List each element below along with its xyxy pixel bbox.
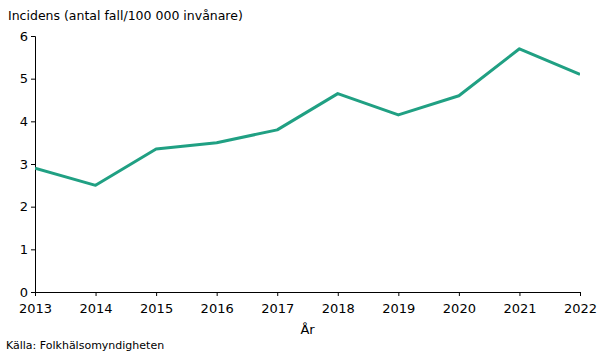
x-tick-mark xyxy=(156,292,157,296)
y-tick-mark xyxy=(31,249,35,250)
x-tick: 2020 xyxy=(443,292,476,316)
y-axis: 0 1 2 3 4 5 6 xyxy=(20,29,36,300)
x-tick: 2022 xyxy=(564,292,597,316)
x-tick: 2017 xyxy=(261,292,294,316)
y-tick-label: 1 xyxy=(20,242,28,257)
x-axis-line xyxy=(36,293,581,297)
x-tick-label: 2016 xyxy=(201,301,234,316)
x-tick: 2019 xyxy=(382,292,415,316)
y-axis-line xyxy=(31,37,36,293)
y-tick-label: 3 xyxy=(20,157,28,172)
x-tick-mark xyxy=(96,292,97,296)
x-axis: 2013 2014 2015 2016 2017 2018 2019 2020 2021 2022 xyxy=(19,292,597,316)
x-tick: 2018 xyxy=(322,292,355,316)
y-tick-mark xyxy=(31,207,35,208)
x-tick-label: 2020 xyxy=(443,301,476,316)
y-tick-mark xyxy=(31,79,35,80)
x-tick-label: 2015 xyxy=(140,301,173,316)
y-tick: 2 xyxy=(20,199,35,214)
x-tick-mark xyxy=(519,292,520,296)
y-tick-mark xyxy=(31,121,35,122)
x-tick-mark xyxy=(217,292,218,296)
y-tick-label: 0 xyxy=(20,285,28,300)
x-tick-mark xyxy=(338,292,339,296)
y-tick: 0 xyxy=(20,285,35,300)
x-tick-mark xyxy=(580,292,581,296)
y-tick: 6 xyxy=(20,29,35,44)
x-tick: 2015 xyxy=(140,292,173,316)
chart: 0123456201320142015201620172018201920202… xyxy=(0,0,605,354)
x-tick-label: 2022 xyxy=(564,301,597,316)
line xyxy=(35,49,580,186)
x-tick: 2014 xyxy=(80,292,113,316)
y-tick-mark xyxy=(31,292,35,293)
plot: 0123456201320142015201620172018201920202… xyxy=(19,29,597,317)
y-tick-mark xyxy=(31,164,35,165)
x-tick-label: 2014 xyxy=(80,301,113,316)
x-tick-mark xyxy=(398,292,399,296)
y-tick: 4 xyxy=(20,114,35,129)
y-tick: 3 xyxy=(20,157,35,172)
x-tick: 2013 xyxy=(19,292,52,316)
y-tick: 1 xyxy=(20,242,35,257)
y-tick: 5 xyxy=(20,71,35,86)
source: Källa: Folkhälsomyndigheten xyxy=(6,339,164,352)
x-tick: 2021 xyxy=(503,292,536,316)
y-tick-label: 6 xyxy=(20,29,28,44)
y-tick-label: 2 xyxy=(20,199,28,214)
x-tick-label: 2013 xyxy=(19,301,52,316)
y-tick-label: 4 xyxy=(20,114,28,129)
x-tick-label: 2019 xyxy=(382,301,415,316)
marks xyxy=(35,49,580,186)
y-tick-mark xyxy=(31,36,35,37)
x-tick-mark xyxy=(35,292,36,296)
y-tick-label: 5 xyxy=(20,71,28,86)
x-tick-label: 2021 xyxy=(503,301,536,316)
x-tick-mark xyxy=(459,292,460,296)
x-axis-title: År xyxy=(300,322,315,337)
y-axis-title: Incidens (antal fall/100 000 invånare) xyxy=(8,8,243,23)
x-tick-mark xyxy=(277,292,278,296)
x-tick-label: 2018 xyxy=(322,301,355,316)
x-tick: 2016 xyxy=(201,292,234,316)
x-tick-label: 2017 xyxy=(261,301,294,316)
